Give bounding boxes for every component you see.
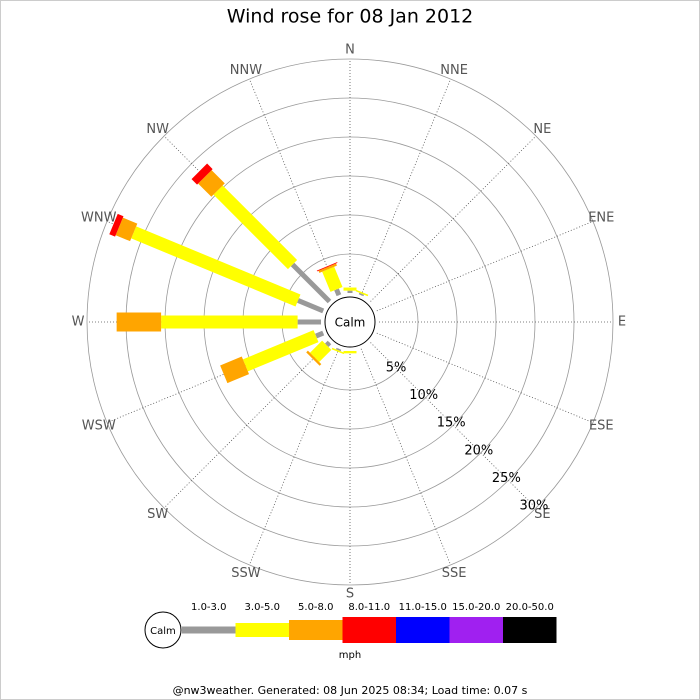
spoke [248,78,340,296]
legend-calm-label: Calm [150,626,176,637]
legend-label: 3.0-5.0 [245,602,280,613]
bar-segment [306,350,322,366]
legend: 1.0-3.0 3.0-5.0 5.0-8.0 8.0-11.0 11.0-15.0 15… [144,602,557,649]
spoke [376,332,594,424]
bar-segment [322,266,343,292]
bar-segment [343,287,357,291]
bar-segment [161,315,298,329]
bar-segment [220,356,250,384]
direction-bars [316,262,343,297]
bar-segment [315,330,325,339]
legend-swatch [449,617,503,643]
direction-label: SE [534,507,550,522]
direction-label: W [72,315,85,330]
bar-segment [131,226,301,307]
bar-segment [335,347,342,352]
legend-swatch [289,620,343,640]
legend-swatch [182,626,236,634]
legend-label: 5.0-8.0 [298,602,333,613]
calm-circle [324,296,376,348]
bar-segment [297,298,325,314]
direction-label: NE [533,122,551,137]
direction-bars [355,289,369,297]
direction-label: NNE [440,63,468,78]
r-tick-label: 15% [437,416,466,431]
calm-label: Calm [335,316,366,330]
bar-segment [318,263,337,273]
direction-label: NNW [230,63,262,78]
direction-label: WNW [81,210,117,225]
legend-swatch [396,617,450,643]
bar-segment [324,340,332,348]
bar-segment [310,340,332,362]
spoke [376,220,594,312]
direction-label: S [346,587,354,602]
direction-bars [109,213,325,314]
direction-bars [343,351,357,354]
direction-label: SSE [442,566,467,581]
direction-label: NW [146,122,169,137]
footer: @nw3weather. Generated: 08 Jun 2025 08:3… [173,684,528,697]
bar-segment [343,351,357,354]
legend-label: 11.0-15.0 [399,602,447,613]
legend-swatch [235,623,289,637]
bar-segment [358,292,365,297]
legend-calm-circle [144,611,182,649]
legend-swatch [503,617,557,643]
direction-bars [306,340,332,366]
bar-segment [355,289,369,297]
direction-bars [220,330,325,384]
bar-segment [115,217,138,242]
direction-bars [331,347,345,355]
r-tick-label: 10% [409,388,438,403]
bar-segment [316,262,338,272]
r-tick-label: 5% [386,361,407,376]
direction-label: SSW [231,566,261,581]
direction-label: E [618,315,626,330]
bar-segment [347,290,353,293]
direction-label: ESE [589,419,614,434]
direction-label: SW [147,507,168,522]
r-tick-label: 20% [464,443,493,458]
legend-label: 15.0-20.0 [452,602,500,613]
spoke [163,342,330,509]
bar-segment [334,288,342,297]
direction-bars [116,312,321,332]
spoke [360,78,452,296]
bar-segment [242,330,319,372]
bar-segment [109,213,124,237]
direction-label: WSW [82,419,116,434]
r-tick-label: 30% [519,498,548,513]
legend-label: 8.0-11.0 [348,602,390,613]
spoke [360,348,452,566]
bar-segment [213,185,298,270]
legend-label: 1.0-3.0 [191,602,226,613]
bar-segment [191,163,213,185]
bar-segment [297,319,321,325]
bar-segment [198,170,225,197]
grid-ring [86,58,614,586]
direction-label: ENE [588,210,614,225]
unit-label: mph [339,650,361,661]
chart-title: Wind rose for 08 Jan 2012 [227,6,474,28]
bar-segment [331,347,345,355]
bar-segment [116,312,162,332]
r-tick-label: 25% [492,471,521,486]
legend-label: 20.0-50.0 [506,602,554,613]
bar-segment [290,262,332,304]
direction-bars [191,163,332,304]
spoke [248,348,340,566]
direction-label: N [345,43,355,58]
direction-bars [343,287,357,293]
plot-area: N NNE NE ENE E ESE SE SSE S SSW SW WSW W WNW NW NNW 5%10… [72,43,627,602]
legend-swatch [342,617,396,643]
